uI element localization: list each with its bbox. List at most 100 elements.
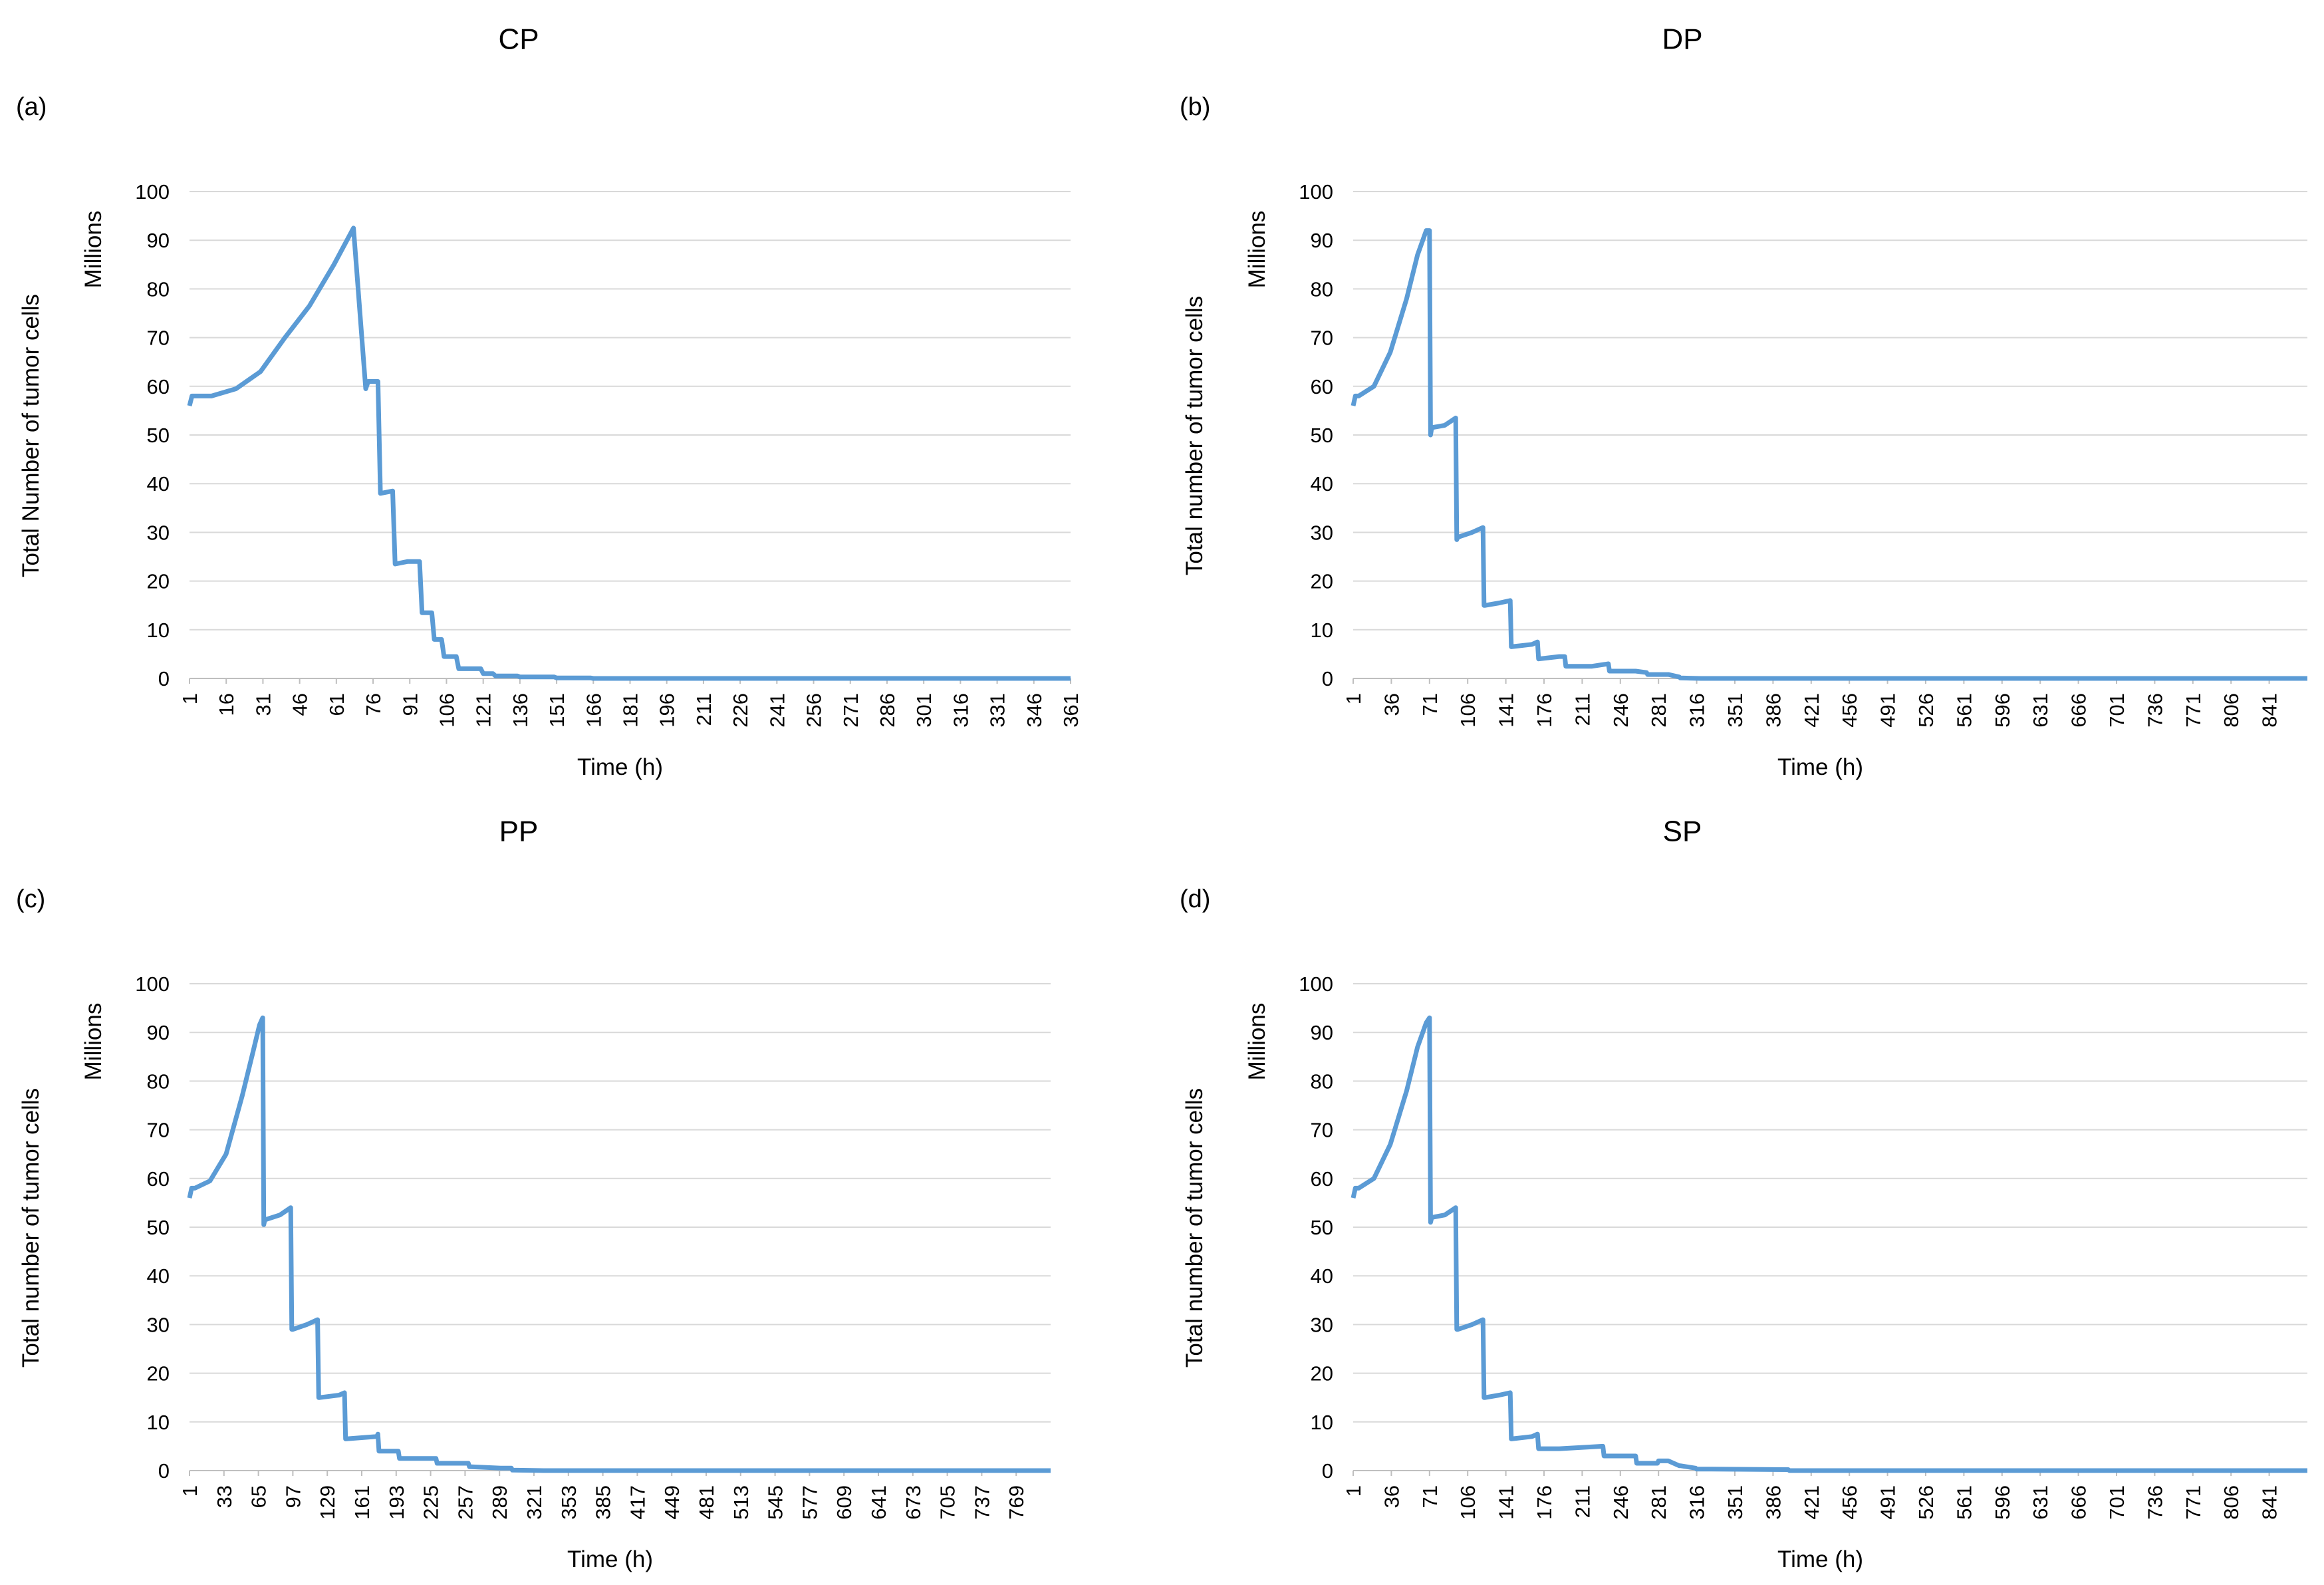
x-tick-label: 736 (2143, 1485, 2166, 1520)
panel-d: SP (d) 0 10 20 30 40 50 60 70 80 90 100 1 36 71 106 141 17… (1164, 792, 2324, 1584)
x-tick-label: 289 (488, 1485, 511, 1520)
x-tick-label: 46 (289, 693, 312, 716)
chart-title: PP (499, 815, 539, 848)
x-tick-label: 385 (592, 1485, 615, 1520)
x-tick-label: 281 (1647, 693, 1670, 728)
x-tick-label: 491 (1876, 693, 1900, 728)
y-axis-unit-label: Millions (1244, 211, 1270, 289)
x-tick-label: 361 (1059, 693, 1083, 728)
y-tick-label: 80 (147, 1070, 170, 1093)
x-tick-label: 33 (213, 1485, 236, 1508)
y-tick-label: 40 (1311, 472, 1333, 496)
y-tick-label: 10 (1311, 1411, 1333, 1434)
x-tick-label: 386 (1761, 1485, 1785, 1520)
x-tick-label: 806 (2220, 1485, 2243, 1520)
y-tick-label: 100 (135, 180, 170, 204)
y-tick-label: 30 (147, 1313, 170, 1336)
y-tick-label: 20 (1311, 1362, 1333, 1385)
x-tick-label: 1 (1342, 693, 1365, 704)
series-line (1351, 228, 2307, 681)
y-tick-label: 30 (1311, 1313, 1333, 1336)
y-tick-label: 70 (1311, 1119, 1333, 1142)
x-tick-label: 129 (316, 1485, 339, 1520)
y-tick-label: 0 (158, 667, 170, 690)
chart-dp: DP (b) 0 10 20 30 40 50 60 70 80 90 100 1 36 71 106 141 17… (1180, 23, 2307, 780)
x-tick-label: 491 (1876, 1485, 1900, 1520)
chart-title: SP (1663, 815, 1702, 848)
x-tick-label: 16 (215, 693, 238, 716)
panel-label: (c) (16, 885, 45, 913)
y-tick-label: 90 (147, 229, 170, 252)
x-tick-label: 609 (833, 1485, 856, 1520)
x-tick-label: 166 (582, 693, 605, 728)
x-tick-label: 65 (247, 1485, 271, 1508)
y-tick-label: 60 (1311, 375, 1333, 398)
x-tick-label: 666 (2067, 693, 2091, 728)
x-tick-label: 196 (656, 693, 679, 728)
panel-label: (d) (1180, 885, 1210, 913)
x-tick-label: 97 (281, 1485, 305, 1508)
y-tick-label: 70 (147, 327, 170, 350)
x-tick-label: 561 (1952, 693, 1976, 728)
x-tick-label: 806 (2220, 693, 2243, 728)
x-tick-label: 246 (1609, 693, 1632, 728)
panel-b: DP (b) 0 10 20 30 40 50 60 70 80 90 100 1 36 71 106 141 17… (1164, 0, 2324, 792)
x-axis-title: Time (h) (1777, 754, 1863, 780)
y-axis-title: Total Number of tumor cells (18, 294, 44, 577)
x-tick-label: 545 (764, 1485, 787, 1520)
y-tick-label: 80 (147, 277, 170, 301)
x-tick-label: 673 (902, 1485, 925, 1520)
x-tick-label: 36 (1380, 1485, 1403, 1508)
y-tick-label: 50 (147, 1216, 170, 1239)
x-tick-label: 226 (729, 693, 752, 728)
x-tick-label: 211 (1571, 1485, 1594, 1518)
panel-label: (a) (16, 93, 47, 121)
y-tick-label: 30 (147, 521, 170, 544)
x-tick-label: 526 (1914, 693, 1938, 728)
y-tick-label: 60 (147, 375, 170, 398)
y-tick-label: 60 (1311, 1167, 1333, 1191)
x-tick-label: 737 (970, 1485, 993, 1520)
y-tick-label: 80 (1311, 277, 1333, 301)
panel-a: CP (a) 0 10 20 30 40 50 60 70 80 90 100 1 16 31 46 61 76 91… (0, 0, 1162, 792)
x-tick-label: 596 (1991, 693, 2014, 728)
x-tick-label: 141 (1495, 693, 1518, 728)
x-tick-label: 257 (453, 1485, 477, 1520)
x-tick-label: 331 (986, 693, 1009, 728)
series-line (187, 225, 1071, 681)
x-tick-label: 577 (798, 1485, 821, 1520)
x-tick-label: 161 (350, 1485, 374, 1520)
y-axis-unit-label: Millions (80, 1003, 106, 1081)
x-tick-label: 736 (2143, 693, 2166, 728)
x-tick-label: 193 (385, 1485, 408, 1520)
x-tick-label: 481 (695, 1485, 718, 1520)
x-tick-label: 121 (472, 693, 495, 728)
x-tick-label: 61 (325, 693, 348, 716)
x-tick-label: 456 (1838, 693, 1861, 728)
x-tick-label: 631 (2029, 693, 2052, 728)
x-axis-title: Time (h) (1777, 1546, 1863, 1572)
x-tick-label: 136 (509, 693, 532, 728)
x-tick-label: 771 (2182, 693, 2205, 728)
x-tick-label: 225 (420, 1485, 443, 1520)
x-tick-label: 211 (692, 693, 715, 726)
x-tick-label: 666 (2067, 1485, 2091, 1520)
panel-label: (b) (1180, 93, 1210, 121)
y-axis-title: Total number of tumor cells (1182, 296, 1208, 575)
y-tick-label: 50 (1311, 424, 1333, 447)
x-tick-label: 281 (1647, 1485, 1670, 1520)
y-axis-title: Total number of tumor cells (18, 1088, 44, 1368)
y-tick-label: 100 (1299, 972, 1333, 996)
y-tick-label: 40 (147, 472, 170, 496)
x-axis-title: Time (h) (577, 754, 663, 780)
y-tick-label: 20 (1311, 570, 1333, 593)
series-line (187, 1015, 1051, 1473)
x-tick-label: 769 (1005, 1485, 1028, 1520)
x-tick-label: 71 (1418, 693, 1442, 716)
x-tick-label: 151 (545, 693, 569, 728)
x-tick-label: 631 (2029, 1485, 2052, 1520)
x-axis-title: Time (h) (567, 1546, 653, 1572)
y-axis-title: Total number of tumor cells (1182, 1088, 1208, 1368)
x-tick-label: 421 (1800, 693, 1823, 728)
x-tick-label: 76 (362, 693, 385, 716)
